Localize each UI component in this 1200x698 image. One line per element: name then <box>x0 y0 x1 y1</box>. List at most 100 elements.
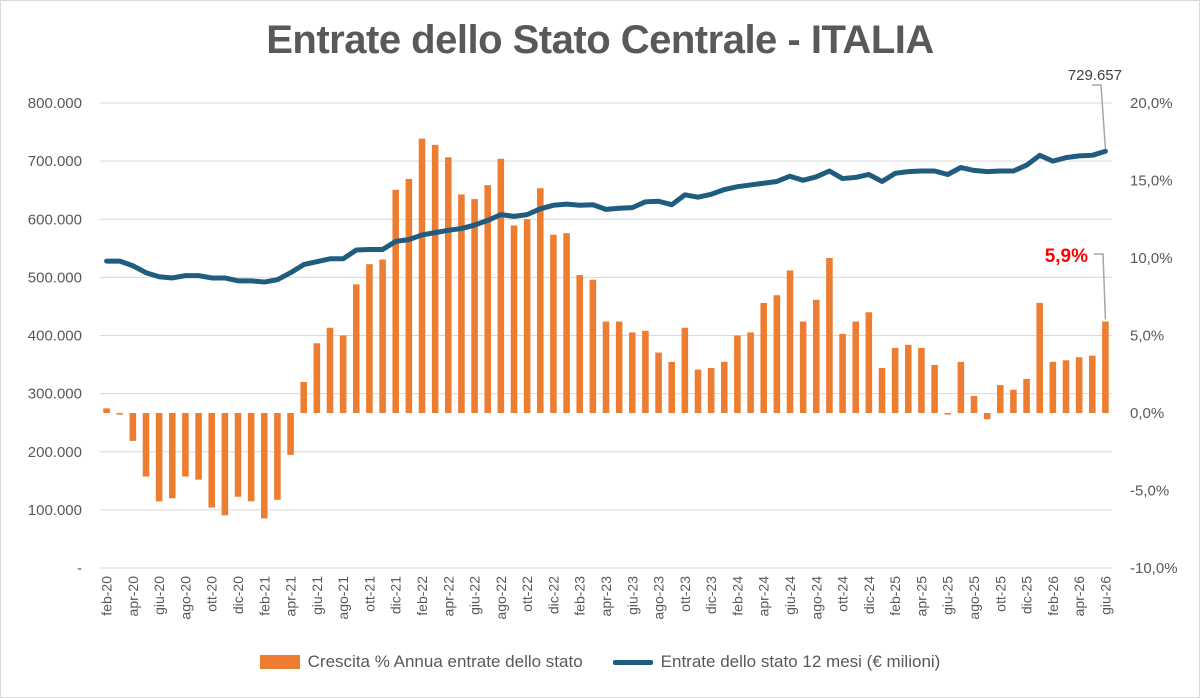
bar-growth <box>431 144 439 413</box>
bar-growth <box>221 413 229 516</box>
annotation-last-value: 729.657 <box>1068 67 1122 84</box>
bar-growth <box>747 332 754 413</box>
x-tick-label: ago-21 <box>335 576 351 620</box>
x-tick-label: ott-24 <box>835 576 851 612</box>
bar-growth <box>274 413 281 500</box>
bar-growth <box>458 194 465 413</box>
y-left-tick-label: 300.000 <box>28 386 82 403</box>
x-tick-label: giu-24 <box>782 576 798 615</box>
bar-growth <box>918 347 925 413</box>
bar-growth <box>629 332 636 413</box>
bar-growth <box>615 321 623 413</box>
x-tick-label: dic-20 <box>230 576 246 614</box>
x-tick-label: feb-25 <box>887 576 903 616</box>
bar-growth <box>484 185 491 413</box>
bar-growth <box>944 413 951 415</box>
x-tick-label: giu-20 <box>151 576 167 615</box>
bar-growth <box>471 199 478 413</box>
bar-growth <box>326 327 334 413</box>
bar-growth <box>839 333 846 413</box>
y-left-tick-label: 100.000 <box>28 502 82 519</box>
bar-growth <box>905 344 912 413</box>
bar-growth <box>1089 355 1096 413</box>
bar-growth <box>234 413 242 497</box>
x-tick-label: ago-24 <box>808 576 824 620</box>
bar-growth <box>852 321 859 413</box>
y-right-tick-label: 5,0% <box>1130 328 1164 345</box>
bar-growth <box>813 299 820 413</box>
bar-growth <box>878 368 886 413</box>
bar-growth <box>655 352 662 413</box>
x-tick-label: apr-22 <box>440 576 456 617</box>
bar-growth <box>1102 321 1109 413</box>
bar-growth <box>497 158 505 413</box>
bar-growth <box>721 361 728 413</box>
bar-growth <box>523 219 531 413</box>
bar-growth <box>1075 357 1083 413</box>
x-tick-label: dic-24 <box>861 576 877 614</box>
x-tick-label: ott-20 <box>204 576 220 612</box>
bar-growth <box>1062 360 1070 413</box>
x-tick-label: apr-25 <box>913 576 929 617</box>
bar-growth <box>957 361 965 413</box>
x-tick-label: dic-21 <box>388 576 404 614</box>
y-left-tick-label: 200.000 <box>28 444 82 461</box>
y-right-tick-label: -5,0% <box>1130 483 1169 500</box>
bar-growth <box>208 413 215 508</box>
x-tick-label: giu-22 <box>467 576 483 615</box>
bar-growth <box>668 361 675 413</box>
bar-growth <box>602 321 610 413</box>
bar-growth <box>576 275 583 413</box>
bar-growth <box>826 258 833 413</box>
bar-growth <box>392 189 399 413</box>
leader-line-value <box>1092 84 1107 150</box>
leader-line-growth <box>1094 253 1107 320</box>
y-right-tick-label: 20,0% <box>1130 95 1173 112</box>
bar-growth <box>379 259 386 413</box>
bar-growth <box>313 343 321 413</box>
legend-label-line: Entrate dello stato 12 mesi (€ milioni) <box>660 652 941 671</box>
x-tick-label: apr-23 <box>598 576 614 617</box>
legend: Crescita % Annua entrate dello stato Ent… <box>0 652 1200 672</box>
x-tick-label: ago-23 <box>651 576 667 620</box>
bar-growth <box>563 233 570 413</box>
x-tick-label: apr-26 <box>1071 576 1087 617</box>
x-tick-label: feb-20 <box>99 576 115 616</box>
bar-growth <box>773 295 781 413</box>
bar-growth <box>445 157 452 413</box>
x-tick-label: ago-25 <box>966 576 982 620</box>
bar-growth <box>799 321 807 413</box>
x-tick-label: ago-22 <box>493 576 509 620</box>
x-tick-label: apr-21 <box>283 576 299 617</box>
bar-growth <box>707 368 715 413</box>
bar-growth <box>681 327 689 413</box>
bar-growth <box>353 284 360 413</box>
x-tick-label: feb-21 <box>256 576 272 616</box>
bar-growth <box>1023 378 1030 413</box>
bar-growth <box>550 234 557 413</box>
bar-growth <box>865 312 873 413</box>
bar-growth <box>786 270 794 413</box>
bar-growth <box>983 413 991 420</box>
x-tick-label: ago-20 <box>177 576 193 620</box>
x-tick-label: feb-23 <box>572 576 588 616</box>
bar-growth <box>1010 389 1017 413</box>
x-tick-label: ott-25 <box>992 576 1008 612</box>
bar-growth <box>760 302 767 413</box>
bar-growth <box>261 413 268 519</box>
y-left-tick-label: 600.000 <box>28 211 82 228</box>
y-right-tick-label: 10,0% <box>1130 250 1173 267</box>
x-tick-label: giu-23 <box>624 576 640 615</box>
bar-growth <box>142 413 150 477</box>
annotation-last-growth: 5,9% <box>1045 246 1088 267</box>
bar-growth <box>537 188 544 413</box>
bar-growth <box>642 330 649 413</box>
x-tick-label: giu-21 <box>309 576 325 615</box>
y-left-tick-label: - <box>77 560 82 577</box>
bar-growth <box>116 413 123 415</box>
y-left-tick-label: 400.000 <box>28 328 82 345</box>
bar-growth <box>339 335 347 413</box>
x-tick-label: ott-22 <box>519 576 535 612</box>
y-right-tick-label: 0,0% <box>1130 405 1164 422</box>
